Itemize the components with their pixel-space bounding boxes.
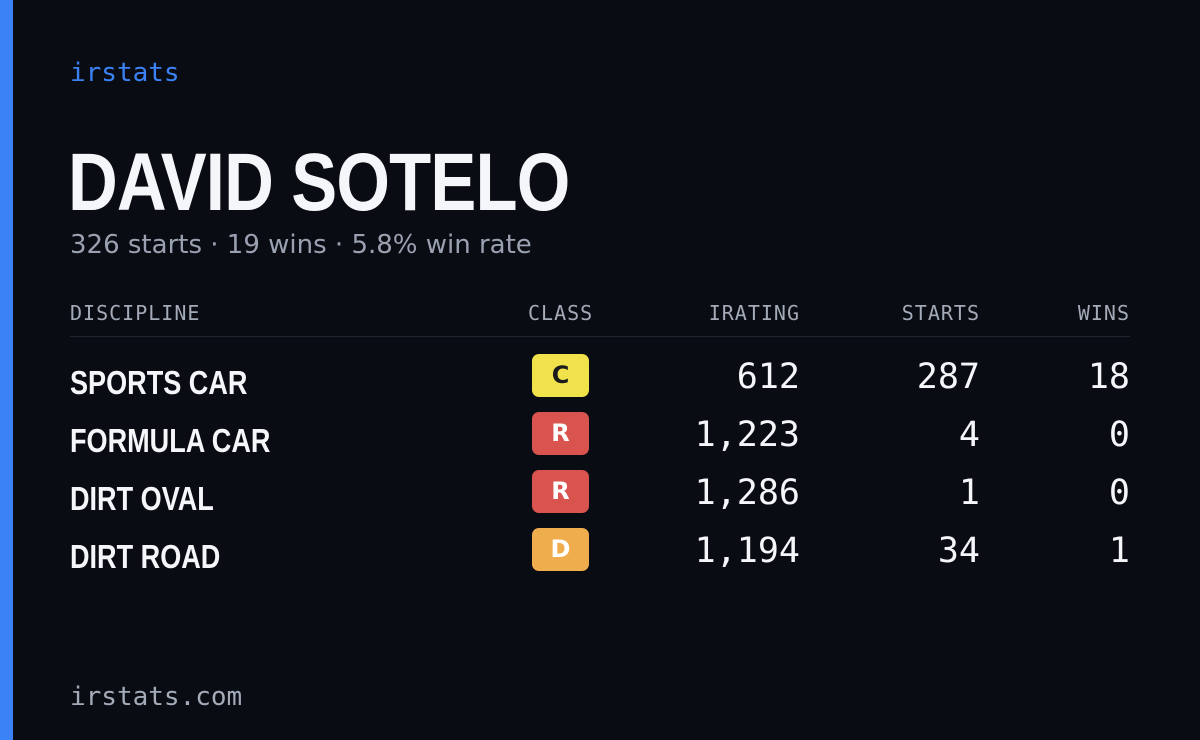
- column-header-irating: IRATING: [708, 301, 800, 325]
- wins-value: 0: [1108, 473, 1130, 513]
- table-row: DIRT ROAD D 1,194 34 1: [70, 528, 1130, 586]
- column-header-discipline: DISCIPLINE: [70, 301, 201, 325]
- discipline-name: DIRT OVAL: [70, 480, 214, 517]
- irating-value: 1,223: [694, 415, 800, 455]
- starts-value: 287: [916, 357, 980, 397]
- column-header-class: CLASS: [528, 301, 594, 325]
- discipline-name: SPORTS CAR: [70, 364, 248, 401]
- table-header: DISCIPLINE CLASS IRATING STARTS WINS: [70, 296, 1130, 337]
- wins-value: 18: [1087, 357, 1130, 397]
- discipline-name: DIRT ROAD: [70, 538, 221, 575]
- footer-url[interactable]: irstats.com: [70, 682, 243, 712]
- table-row: SPORTS CAR C 612 287 18: [70, 354, 1130, 412]
- license-class-badge: C: [532, 354, 589, 397]
- player-summary: 326 starts · 19 wins · 5.8% win rate: [70, 230, 532, 260]
- wins-value: 0: [1108, 415, 1130, 455]
- table-body: SPORTS CAR C 612 287 18 FORMULA CAR R 1,…: [70, 337, 1130, 586]
- starts-value: 1: [958, 473, 980, 513]
- discipline-name: FORMULA CAR: [70, 422, 271, 459]
- column-header-starts: STARTS: [901, 301, 980, 325]
- starts-value: 4: [958, 415, 980, 455]
- license-class-badge: R: [532, 470, 589, 513]
- table-row: DIRT OVAL R 1,286 1 0: [70, 470, 1130, 528]
- irating-value: 612: [736, 357, 800, 397]
- license-class-badge: D: [532, 528, 589, 571]
- table-row: FORMULA CAR R 1,223 4 0: [70, 412, 1130, 470]
- irating-value: 1,194: [694, 531, 800, 571]
- player-name: DAVID SOTELO: [68, 137, 570, 228]
- accent-bar: [0, 0, 13, 740]
- starts-value: 34: [937, 531, 980, 571]
- brand-logo-text: irstats: [70, 58, 180, 88]
- license-class-badge: R: [532, 412, 589, 455]
- stats-table: DISCIPLINE CLASS IRATING STARTS WINS SPO…: [70, 296, 1130, 586]
- wins-value: 1: [1108, 531, 1130, 571]
- column-header-wins: WINS: [1077, 301, 1130, 325]
- irating-value: 1,286: [694, 473, 800, 513]
